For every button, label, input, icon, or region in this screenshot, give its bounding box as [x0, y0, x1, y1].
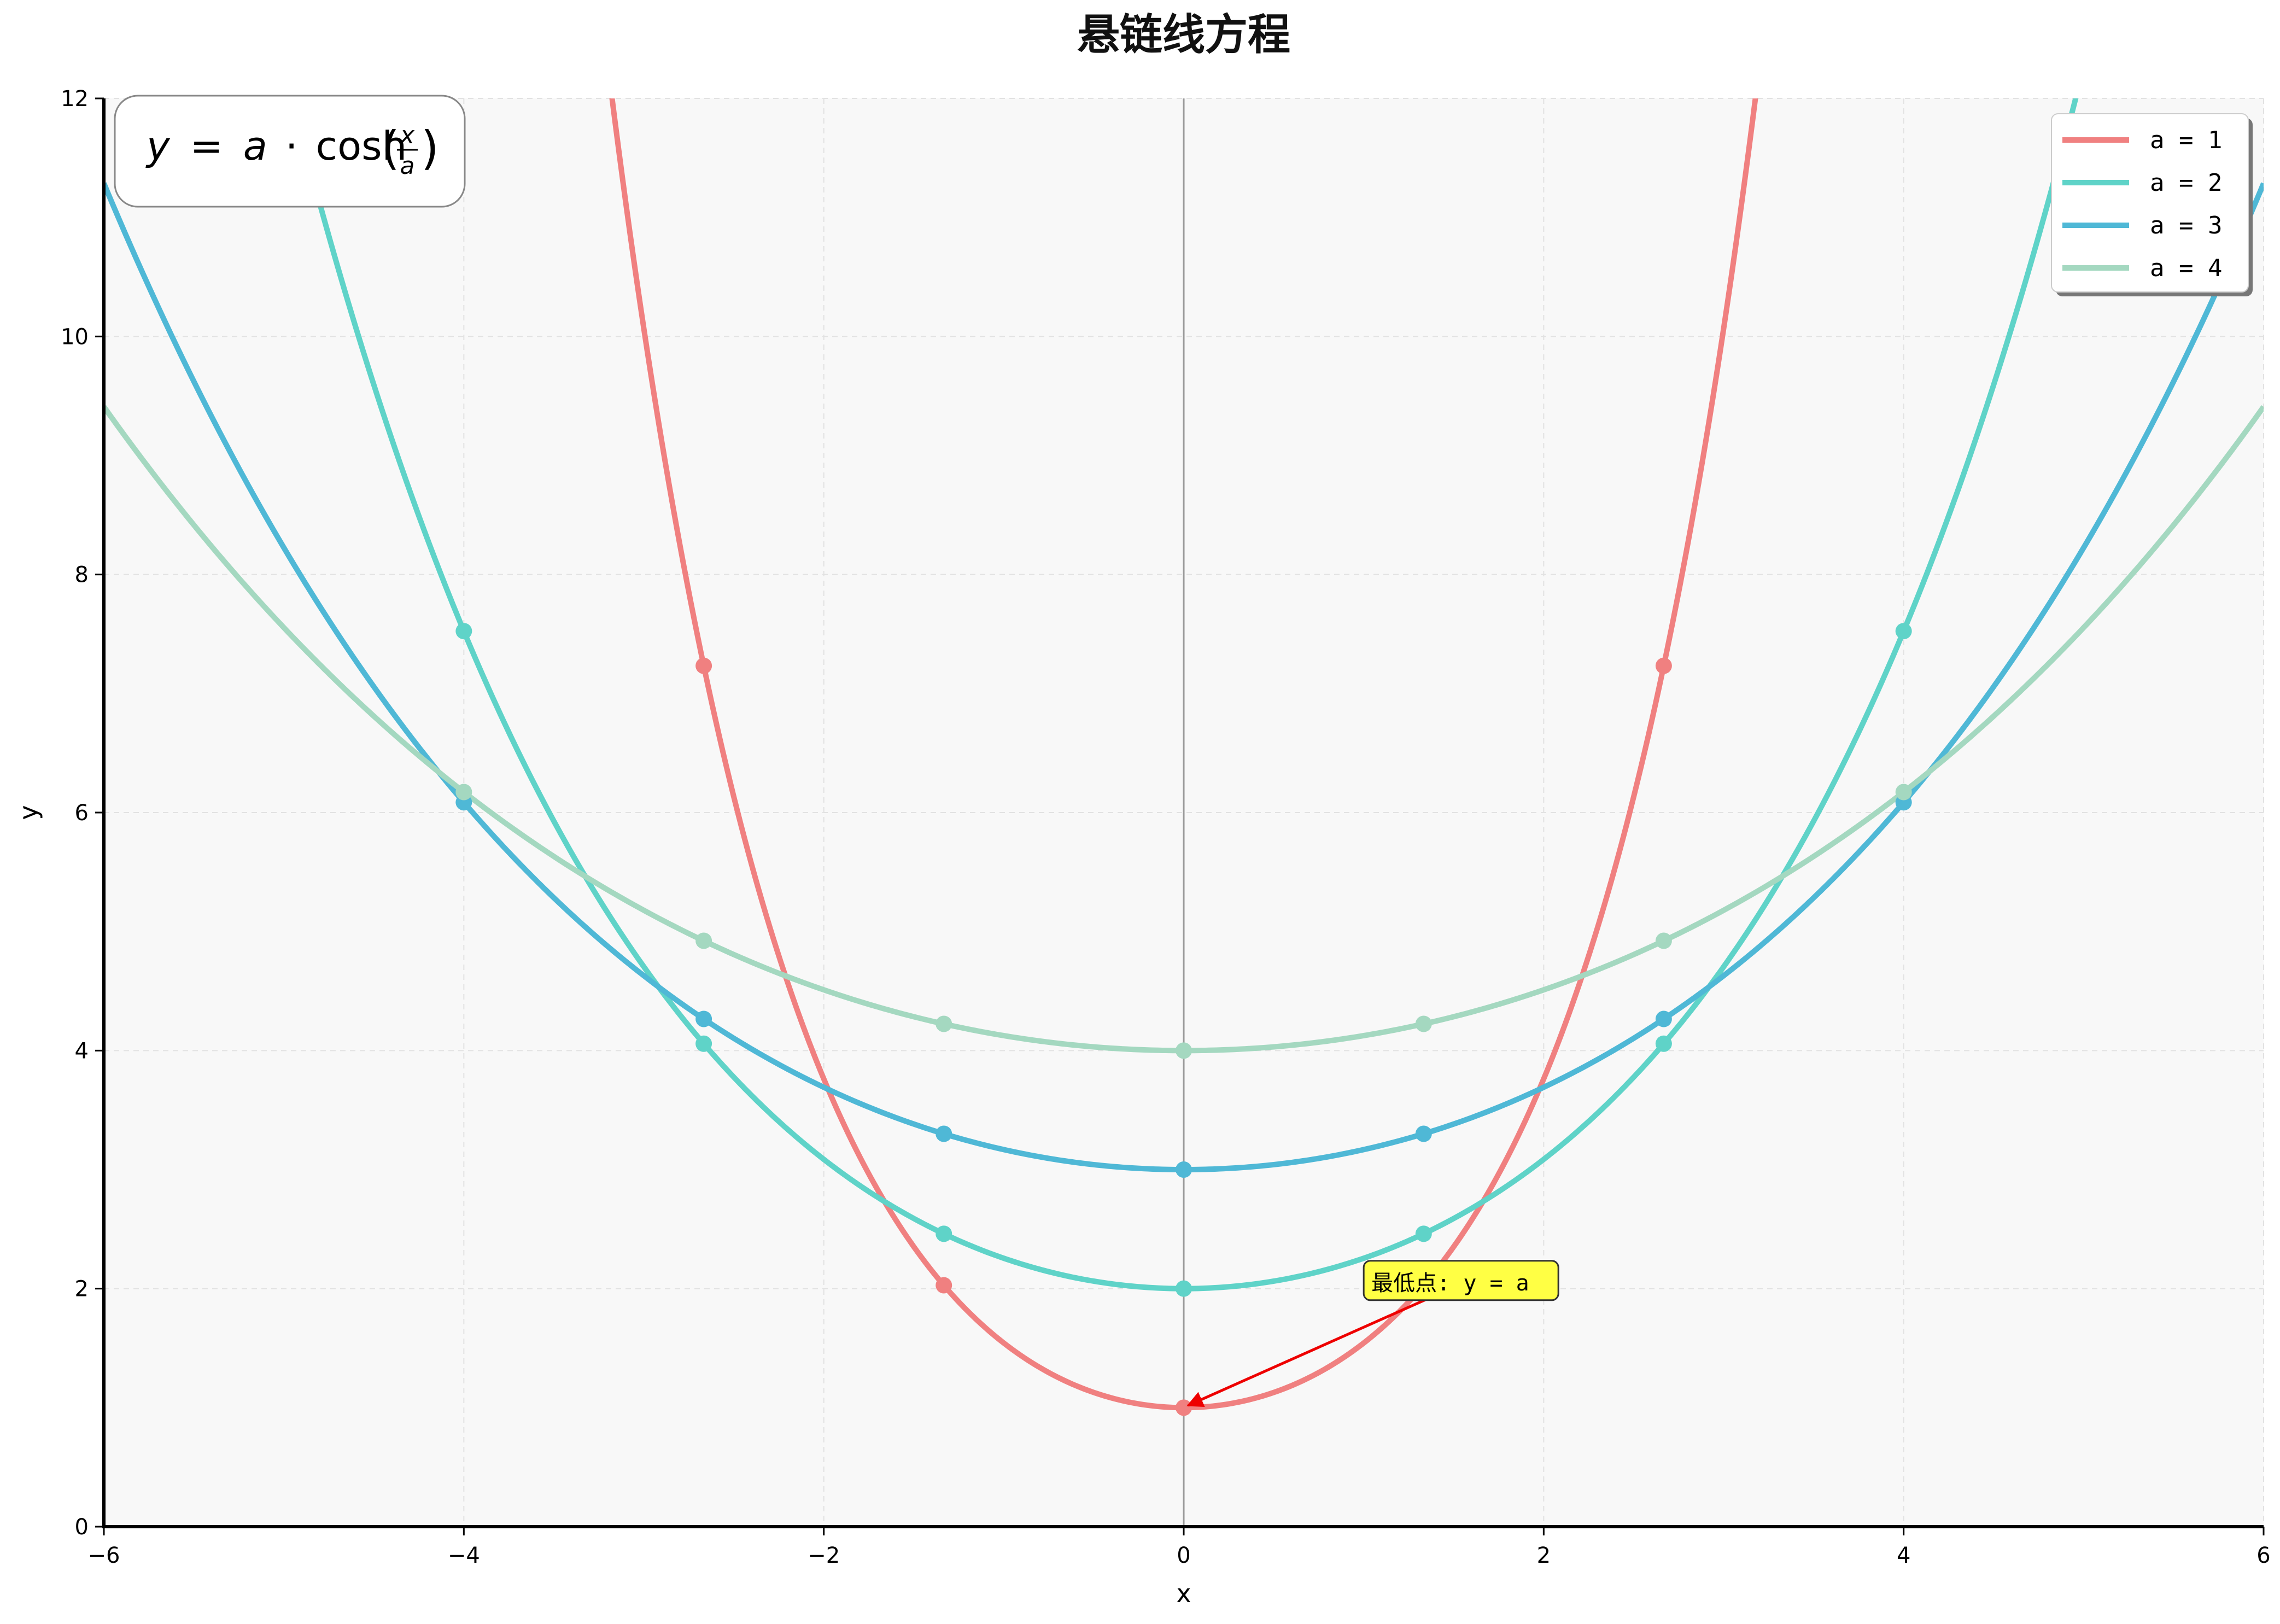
y-tick-label-6: 12 — [61, 86, 89, 112]
chart-title: 悬链线方程 — [1077, 10, 1290, 60]
legend-label-a2: a = 2 — [2150, 169, 2222, 197]
formula-text: y = a · cosh — [145, 123, 407, 169]
series-point-a3-2 — [936, 1125, 952, 1142]
series-point-a4-0 — [455, 784, 472, 801]
series-point-a4-5 — [1655, 932, 1672, 949]
series-point-a2-3 — [1176, 1280, 1192, 1297]
legend-label-a3: a = 3 — [2150, 212, 2222, 239]
x-tick-label-6: 6 — [2256, 1543, 2270, 1568]
y-tick-label-0: 0 — [75, 1515, 89, 1540]
legend-frame — [2051, 113, 2249, 293]
series-point-a3-3 — [1176, 1161, 1192, 1178]
series-point-a4-2 — [936, 1015, 952, 1032]
series-point-a1-5 — [1655, 657, 1672, 674]
annotation-arrow — [1186, 1296, 1430, 1407]
x-tick-label-1: −4 — [448, 1543, 480, 1568]
series-point-a2-6 — [1895, 623, 1912, 640]
series-point-a4-6 — [1895, 784, 1912, 801]
series-point-a4-3 — [1176, 1042, 1192, 1059]
formula-box-frame — [114, 95, 466, 208]
formula-eq: = — [190, 123, 223, 169]
x-tick-label-4: 2 — [1537, 1543, 1551, 1568]
formula-numerator: x — [399, 121, 415, 149]
x-tick-label-2: −2 — [808, 1543, 840, 1568]
y-tick-label-5: 10 — [61, 324, 89, 349]
lowest-point-annotation: 最低点: y = a — [1186, 1260, 1559, 1407]
x-axis-label: x — [1176, 1579, 1191, 1608]
formula-func: cosh — [316, 123, 407, 169]
series-point-a2-0 — [455, 623, 472, 640]
legend-label-a1: a = 1 — [2150, 126, 2222, 154]
series-point-a3-5 — [1655, 1010, 1672, 1027]
y-tick-label-3: 6 — [75, 801, 89, 826]
series-point-a4-4 — [1415, 1015, 1432, 1032]
x-tick-label-5: 4 — [1897, 1543, 1910, 1568]
x-tick-label-3: 0 — [1177, 1543, 1190, 1568]
y-tick-label-2: 4 — [75, 1038, 89, 1064]
ticks-layer: −6 −4 −2 0 2 4 6 0 2 4 6 8 10 12 — [61, 86, 2271, 1568]
series-point-a2-1 — [695, 1035, 712, 1052]
legend-label-a4: a = 4 — [2150, 254, 2222, 282]
annotation-text: 最低点: y = a — [1371, 1271, 1529, 1296]
markers-layer — [455, 623, 1912, 1416]
formula-lhs: y — [145, 123, 171, 169]
formula-dot: · — [285, 123, 298, 169]
y-tick-label-4: 8 — [75, 563, 89, 588]
formula-box: y = a · cosh ( x a ) — [114, 95, 466, 208]
annotation-box — [1363, 1260, 1559, 1301]
formula-paren-right: ) — [421, 121, 439, 175]
series-point-a1-3 — [1176, 1399, 1192, 1416]
formula-a: a — [243, 123, 267, 169]
series-point-a2-5 — [1655, 1035, 1672, 1052]
legend: a = 1 a = 2 a = 3 a = 4 — [2051, 113, 2253, 296]
series-point-a4-1 — [695, 932, 712, 949]
series-point-a1-1 — [695, 657, 712, 674]
series-point-a2-2 — [936, 1225, 952, 1242]
formula-paren-left: ( — [382, 121, 400, 175]
formula-denominator: a — [400, 152, 415, 180]
series-point-a2-4 — [1415, 1225, 1432, 1242]
series-point-a1-2 — [936, 1277, 952, 1294]
series-point-a3-1 — [695, 1010, 712, 1027]
y-axis-label: y — [14, 805, 43, 820]
x-tick-label-0: −6 — [88, 1543, 120, 1568]
series-point-a3-4 — [1415, 1125, 1432, 1142]
y-tick-label-1: 2 — [75, 1277, 89, 1302]
